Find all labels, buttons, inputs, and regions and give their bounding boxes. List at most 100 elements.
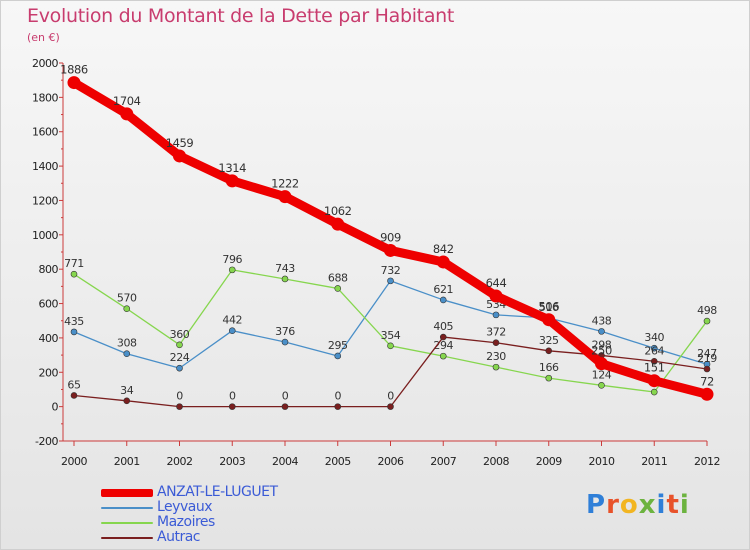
data-point [278,190,292,204]
legend-swatch [101,489,153,497]
data-point [439,333,447,341]
data-label: 516 [539,301,559,314]
y-tick-label: 1000 [32,229,58,242]
data-label: 340 [644,331,664,344]
data-label: 438 [592,314,612,327]
data-point [700,387,714,401]
data-point [439,352,447,360]
data-point [650,357,658,365]
x-tick-label: 2001 [114,455,140,468]
data-label: 372 [486,326,506,339]
data-point [387,403,394,410]
data-point [436,255,450,269]
data-label: 0 [229,390,236,403]
data-label: 688 [328,271,348,284]
legend-swatch [101,507,153,509]
data-point [489,289,503,303]
x-tick-label: 2009 [536,455,562,468]
data-point [647,374,661,388]
logo-letter: o [619,490,639,520]
data-point [387,277,394,285]
data-label: 0 [334,390,341,403]
data-point [650,388,658,396]
data-point [331,217,345,231]
data-point [545,374,553,382]
y-tick-label: 2000 [32,57,58,70]
y-tick-label: 200 [39,366,59,379]
data-label: 1062 [324,204,352,218]
logo-letter: r [606,490,620,520]
data-label: 166 [539,361,559,374]
data-point [281,403,289,410]
data-label: 644 [486,276,507,290]
data-point [703,317,711,325]
data-label: 1886 [60,63,88,77]
data-point [70,270,78,278]
data-point [225,174,239,188]
data-point [176,364,183,372]
data-label: 250 [591,344,612,358]
data-label: 65 [67,378,81,391]
x-tick-label: 2011 [641,455,667,468]
data-label: 771 [64,257,84,270]
x-tick-label: 2006 [378,455,404,468]
y-tick-label: 600 [39,298,59,311]
data-label: 264 [644,344,664,357]
chart-subtitle: (en €) [27,31,60,44]
x-tick-label: 2012 [694,455,720,468]
y-tick-label: 400 [39,332,59,345]
chart-title: Evolution du Montant de la Dette par Hab… [27,5,455,27]
data-point [123,397,131,405]
data-point [120,107,134,121]
data-point [176,341,183,349]
y-tick-label: 800 [39,263,59,276]
data-point [542,313,556,327]
data-point [598,328,605,335]
data-point [281,338,289,346]
data-label: 298 [592,338,612,351]
logo-letter: i [679,490,690,520]
data-label: 1314 [218,161,246,175]
y-tick-label: 1800 [32,91,58,104]
legend-swatch [101,522,153,524]
data-label: 435 [64,315,84,328]
x-tick-label: 2004 [272,455,298,468]
data-label: 506 [538,300,559,314]
y-tick-label: -200 [35,435,58,448]
data-label: 308 [117,337,137,350]
data-point [334,352,342,360]
data-point [545,347,553,355]
data-point [281,275,289,283]
logo-letter: t [666,490,680,520]
y-tick-label: 1400 [32,160,58,173]
data-point [387,342,394,350]
data-point [123,350,131,358]
logo-letter: P [586,490,607,520]
data-point [595,357,608,371]
data-label: 405 [433,320,453,333]
x-tick-label: 2005 [325,455,351,468]
data-point [228,327,236,334]
data-label: 842 [433,242,454,256]
data-point [228,266,236,274]
data-label: 498 [697,304,717,317]
legend-label: Autrac [157,529,200,545]
data-label: 909 [380,230,401,244]
data-point [598,382,605,389]
data-point [176,403,183,410]
legend-label: Mazoires [157,514,215,530]
data-label: 72 [700,374,714,388]
data-label: 0 [176,390,183,403]
y-tick-label: 1600 [32,126,58,139]
data-point [650,344,658,352]
data-point [492,363,500,371]
data-label: 219 [697,352,717,365]
legend-swatch [101,537,153,539]
data-label: 230 [486,350,506,363]
data-label: 325 [539,334,559,347]
data-label: 1459 [166,136,194,150]
data-point [439,296,447,304]
x-tick-label: 2003 [219,455,245,468]
